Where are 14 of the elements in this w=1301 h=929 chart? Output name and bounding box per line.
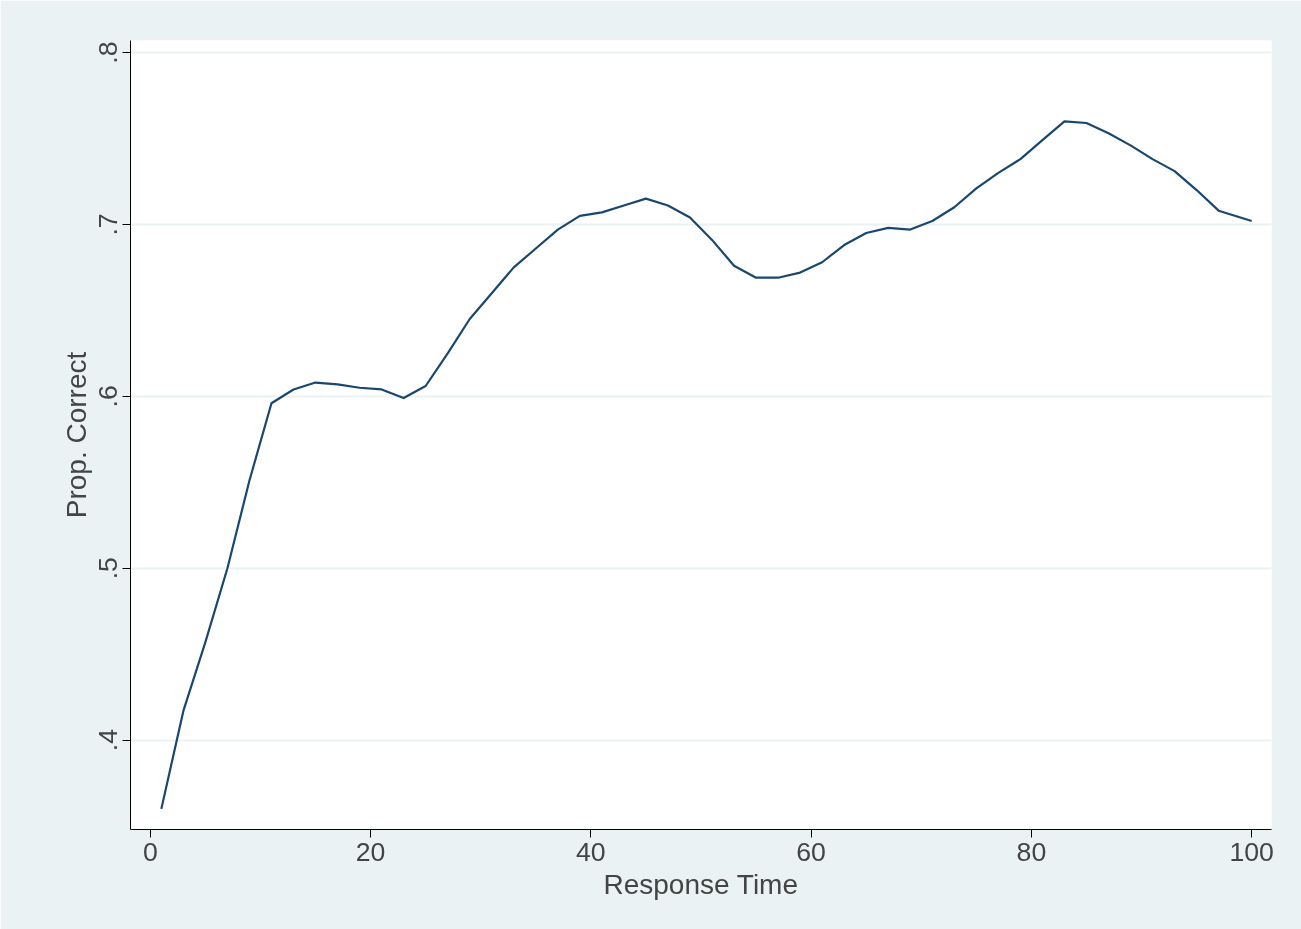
- x-tick-label: 60: [796, 836, 826, 867]
- x-axis-title: Response Time: [603, 868, 799, 900]
- y-tick-label: .8: [93, 41, 124, 64]
- y-tick-label: .4: [93, 728, 124, 752]
- x-tick-label: 20: [355, 836, 386, 867]
- y-tick-label: .5: [93, 557, 124, 580]
- x-tick-label: 0: [142, 836, 158, 867]
- x-tick-label: 100: [1229, 836, 1274, 867]
- y-tick-label: .6: [93, 385, 124, 408]
- x-tick-label: 80: [1016, 836, 1047, 867]
- y-tick-label: .7: [93, 213, 124, 236]
- line-series: [160, 120, 1253, 810]
- y-axis-title: Prop. Correct: [60, 351, 92, 519]
- x-tick-label: 40: [576, 836, 606, 867]
